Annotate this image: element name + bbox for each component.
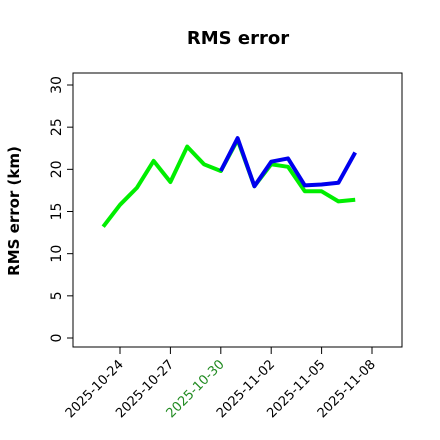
series-line-2: [219, 136, 357, 189]
y-tick-label: 20: [49, 160, 65, 178]
plot-area-frame: [72, 72, 403, 348]
chart-title: RMS error: [187, 28, 289, 49]
y-tick-label: 0: [49, 334, 65, 343]
y-axis: 0 5 10 15 20 25 30: [49, 76, 73, 342]
y-tick-label: 10: [49, 245, 65, 263]
x-axis: 2025-10-242025-10-272025-10-302025-11-02…: [63, 346, 379, 421]
y-tick-label: 25: [49, 118, 65, 136]
series-layer: [101, 136, 357, 228]
y-tick-label: 30: [49, 76, 65, 94]
y-axis-label: RMS error (km): [5, 146, 23, 276]
y-tick-label: 15: [49, 203, 65, 221]
y-tick-label: 5: [49, 291, 65, 300]
